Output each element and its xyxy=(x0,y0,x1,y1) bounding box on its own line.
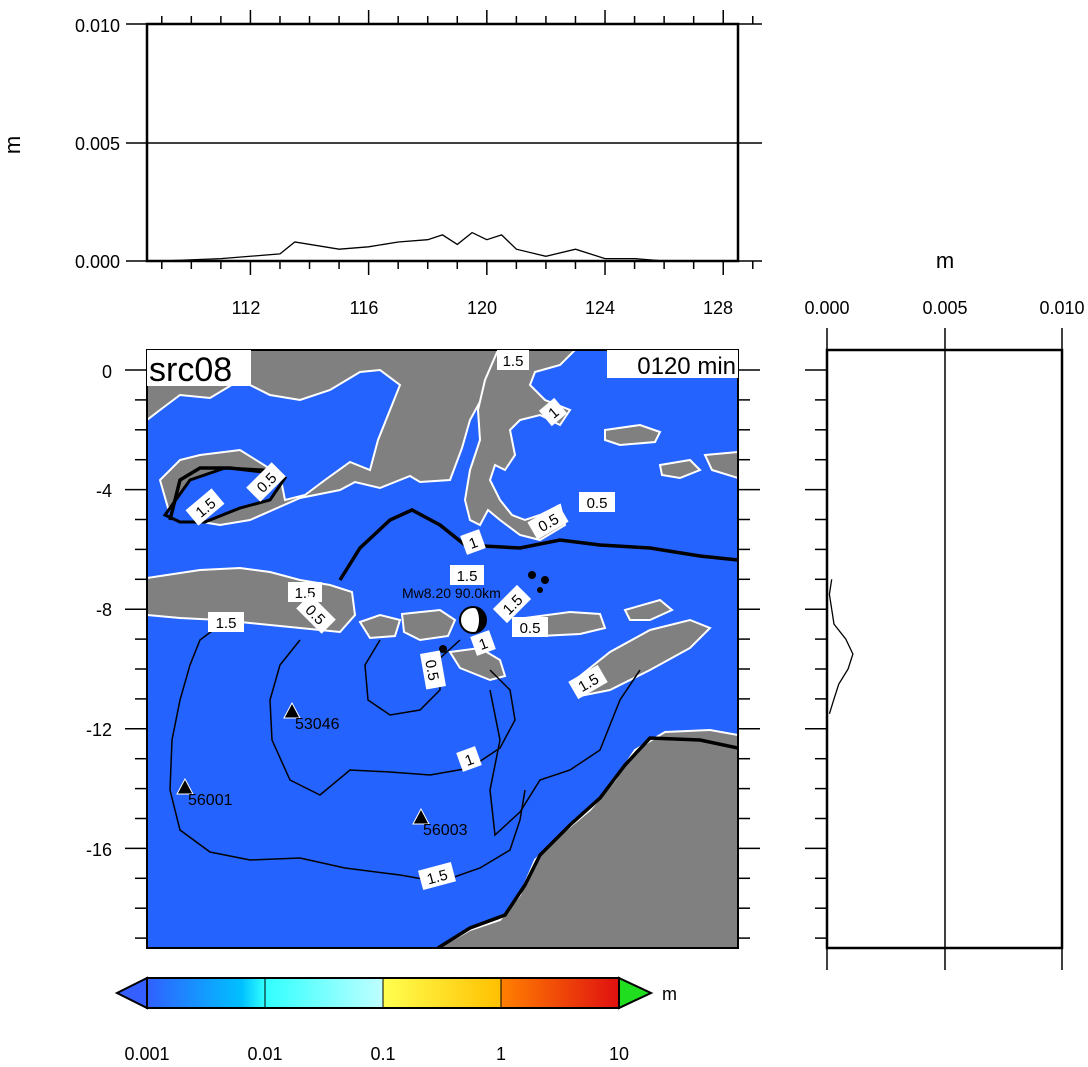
right-panel-series-line xyxy=(828,579,854,714)
top-panel-y-unit: m xyxy=(0,136,25,154)
colorbar-over-arrow xyxy=(618,976,654,1010)
maluku-island-1 xyxy=(604,423,662,447)
station-56001[interactable]: 56001 xyxy=(176,777,233,809)
svg-text:1.5: 1.5 xyxy=(457,568,478,585)
map-panel: 0 -4 -8 -12 -16 src08 0120 min Mw8.20 90… xyxy=(86,349,760,949)
contour-label: 1.5 xyxy=(417,861,457,891)
bali-island xyxy=(358,613,402,640)
svg-text:1.5: 1.5 xyxy=(503,353,524,370)
map-y-tick-16: -16 xyxy=(86,840,112,860)
map-frame xyxy=(146,349,739,949)
top-x-tick-128: 128 xyxy=(703,298,733,318)
small-island-dot-2 xyxy=(541,576,549,584)
timor-island xyxy=(573,618,712,698)
map-y-tick-12: -12 xyxy=(86,720,112,740)
contour-label: 1.5 xyxy=(450,565,484,585)
epicenter-beachball xyxy=(459,606,487,634)
station-label: 53046 xyxy=(295,716,340,733)
station-label: 56001 xyxy=(188,792,233,809)
station-markers: 56001 53046 56003 xyxy=(176,701,468,839)
alor-island xyxy=(623,598,674,621)
colorbar-tick-0: 0.001 xyxy=(124,1044,169,1064)
top-y-tick-0: 0.010 xyxy=(75,16,120,36)
svg-text:0.5: 0.5 xyxy=(587,495,608,512)
top-y-tick-1: 0.005 xyxy=(75,134,120,154)
map-y-tick-8: -8 xyxy=(96,600,112,620)
svg-text:0.5: 0.5 xyxy=(421,659,441,682)
right-panel-x-unit: m xyxy=(936,248,954,273)
contour-labels: 1.5 1.5 0.5 1.5 1.5 0.5 1.5 1 0.5 0.5 1 … xyxy=(185,350,615,891)
contour-label: 1.5 xyxy=(497,350,529,370)
top-panel-ticks xyxy=(126,10,762,275)
colorbar: m 0.001 0.01 0.1 1 10 xyxy=(114,976,677,1064)
maluku-island-2 xyxy=(658,458,702,480)
top-x-tick-116: 116 xyxy=(350,298,379,318)
time-label-box xyxy=(607,350,738,378)
contour-label: 1 xyxy=(456,746,482,772)
map-y-tick-4: -4 xyxy=(96,481,112,501)
top-x-tick-124: 124 xyxy=(585,298,615,318)
contour-label: 1 xyxy=(470,630,496,656)
small-island-dot-4 xyxy=(439,645,447,653)
top-panel-series-line xyxy=(161,231,665,262)
station-label: 56003 xyxy=(423,822,468,839)
epicenter-label: Mw8.20 90.0km xyxy=(402,585,501,601)
svg-text:1.5: 1.5 xyxy=(425,867,450,889)
station-triangle-icon xyxy=(283,701,301,719)
top-y-tick-2: 0.000 xyxy=(75,252,120,272)
map-ticks xyxy=(125,369,760,939)
contour-label: 0.5 xyxy=(420,650,446,690)
top-panel: m 0.010 0.005 0.000 112 116 120 124 128 xyxy=(0,10,762,318)
map-title: src08 xyxy=(149,351,232,389)
colorbar-tick-4: 10 xyxy=(609,1044,629,1064)
small-island-dot-1 xyxy=(528,571,536,579)
contour-label: 0.5 xyxy=(512,617,548,637)
station-53046[interactable]: 53046 xyxy=(283,701,340,733)
colorbar-under-arrow xyxy=(114,976,148,1010)
colorbar-tick-2: 0.1 xyxy=(370,1044,395,1064)
station-triangle-icon xyxy=(176,777,194,795)
map-title-box xyxy=(147,350,251,386)
colorbar-tick-3: 1 xyxy=(496,1044,506,1064)
station-triangle-icon xyxy=(412,807,430,825)
right-x-tick-2: 0.010 xyxy=(1039,298,1084,318)
contour-inner xyxy=(489,669,641,837)
contour-label: 1.5 xyxy=(208,612,244,632)
contour-1-5 xyxy=(169,624,526,883)
small-island-dot-3 xyxy=(537,587,543,593)
svg-text:0.5: 0.5 xyxy=(520,620,541,637)
right-panel: m 0.000 0.005 0.010 xyxy=(804,248,1085,970)
contour-1 xyxy=(269,639,516,796)
colorbar-unit: m xyxy=(662,984,677,1004)
time-label: 0120 min xyxy=(637,353,736,380)
station-56003[interactable]: 56003 xyxy=(412,807,468,839)
contour-label: 0.5 xyxy=(579,492,615,512)
map-y-tick-0: 0 xyxy=(102,362,112,382)
svg-text:1.5: 1.5 xyxy=(216,615,237,632)
top-x-tick-120: 120 xyxy=(467,298,497,318)
right-x-tick-0: 0.000 xyxy=(804,298,849,318)
lombok-sumbawa-island xyxy=(400,608,457,642)
contour-label: 1 xyxy=(538,397,568,427)
right-x-tick-1: 0.005 xyxy=(922,298,967,318)
maluku-island-3 xyxy=(703,450,738,480)
contour-label: 1 xyxy=(460,529,486,555)
right-panel-ticks xyxy=(805,328,1063,970)
top-x-tick-112: 112 xyxy=(232,298,261,318)
colorbar-tick-1: 0.01 xyxy=(247,1044,282,1064)
contour-label: 1.5 xyxy=(288,582,322,602)
